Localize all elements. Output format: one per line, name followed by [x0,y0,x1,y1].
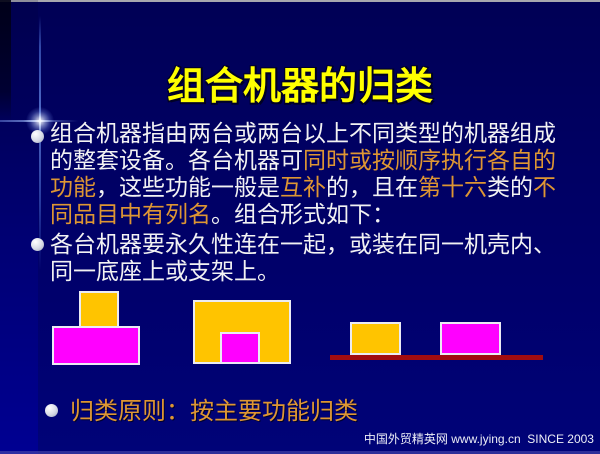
diagram-common-base-red-line [330,355,543,360]
text-segment: 同品目中有列名 [50,202,211,227]
slide-title: 组合机器的归类 [166,66,433,108]
classification-principle-text: 归类原则：按主要功能归类 [70,399,358,425]
bullet-dot-icon [31,238,44,251]
text-segment: 互补 [280,175,326,200]
top-left-dark-column [0,0,11,122]
text-segment: 同一底座上或支架上。 [50,259,280,284]
text-line: 同一底座上或支架上。 [50,258,556,285]
sparkle-vertical-line-icon [39,16,41,270]
text-segment: 第十六 [418,175,487,200]
text-segment: 的，且在 [326,175,418,200]
diagram-base-magenta-block [440,322,501,355]
top-border-line [0,0,600,2]
text-segment: 各台机器要永久性连在一起，或装在同一机壳内、 [50,232,556,257]
text-segment: 类的 [487,175,533,200]
text-segment: 的整套设备。各台机器可 [50,148,303,173]
text-line: 的整套设备。各台机器可同时或按顺序执行各自的 [50,147,556,174]
bullet-paragraph-1: 组合机器指由两台或两台以上不同类型的机器组成 的整套设备。各台机器可同时或按顺序执… [50,120,556,228]
diagram-housing-magenta-inner [220,332,260,364]
diagram-stacked-gold-block [79,291,119,330]
text-segment: 功能 [50,175,96,200]
text-line: 功能，这些功能一般是互补的，且在第十六类的不 [50,174,556,201]
text-line: 同品目中有列名。组合形式如下： [50,201,556,228]
text-segment: 。组合形式如下： [211,202,395,227]
diagram-stacked-magenta-base [52,326,140,365]
text-segment: 同时或按顺序执行各自的 [303,148,556,173]
diagram-base-gold-block [350,322,401,355]
bottom-edge-strip [0,451,600,454]
text-line: 各台机器要永久性连在一起，或装在同一机壳内、 [50,231,556,258]
bullet-dot-icon [45,404,58,417]
text-segment: ，这些功能一般是 [96,175,280,200]
watermark-footer: 中国外贸精英网 www.jying.cn SINCE 2003 [363,432,594,446]
text-segment: 不 [533,175,556,200]
bullet-paragraph-2: 各台机器要永久性连在一起，或装在同一机壳内、 同一底座上或支架上。 [50,231,556,285]
text-line: 组合机器指由两台或两台以上不同类型的机器组成 [50,120,556,147]
text-segment: 组合机器指由两台或两台以上不同类型的机器组成 [50,121,556,146]
bullet-dot-icon [31,130,44,143]
